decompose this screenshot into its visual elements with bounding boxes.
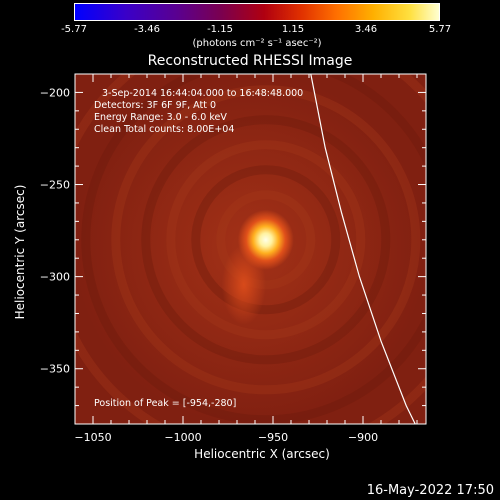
y-tick-label: −200 bbox=[40, 86, 70, 99]
colorbar-units: (photons cm⁻² s⁻¹ asec⁻²) bbox=[192, 38, 322, 49]
x-tick-label: −1000 bbox=[164, 431, 201, 444]
colorbar-tick-label: -5.77 bbox=[61, 24, 87, 35]
annotation-detectors: Detectors: 3F 6F 9F, Att 0 bbox=[94, 100, 217, 111]
timestamp: 16-May-2022 17:50 bbox=[366, 483, 494, 498]
solar-limb-line bbox=[310, 74, 416, 424]
ripple-ring bbox=[191, 165, 341, 315]
y-tick-label: −250 bbox=[40, 179, 70, 192]
x-tick-label: −1050 bbox=[74, 431, 111, 444]
ripple-ring bbox=[166, 140, 366, 340]
annotation-clean: Clean Total counts: 8.00E+04 bbox=[94, 124, 235, 135]
colorbar-tick-label: 5.77 bbox=[428, 24, 452, 35]
annotation-peak: Position of Peak = [-954,-280] bbox=[94, 398, 237, 409]
colorbar-tick-label: -1.15 bbox=[207, 24, 233, 35]
ripple-ring bbox=[141, 115, 391, 365]
x-axis: −1050 −1000 −950 −900 bbox=[74, 74, 418, 444]
y-tick-label: −300 bbox=[40, 271, 70, 284]
peak-source bbox=[237, 209, 294, 270]
y-axis: −200 −250 −300 −350 bbox=[40, 73, 426, 425]
ripple-ring bbox=[81, 74, 426, 424]
x-tick-label: −900 bbox=[348, 431, 378, 444]
ripple-ring bbox=[111, 85, 421, 395]
plot-frame bbox=[74, 73, 427, 425]
colorbar-tick-label: -3.46 bbox=[134, 24, 160, 35]
sidelobe-ripples bbox=[75, 74, 426, 424]
colorbar-tick-label: 1.15 bbox=[281, 24, 305, 35]
x-tick-label: −950 bbox=[258, 431, 288, 444]
y-axis-label: Heliocentric Y (arcsec) bbox=[13, 184, 27, 320]
annotation-time-range: 3-Sep-2014 16:44:04.000 to 16:48:48.000 bbox=[102, 88, 304, 99]
colorbar-tick-label: 3.46 bbox=[354, 24, 378, 35]
y-tick-label: −350 bbox=[40, 363, 70, 376]
annotation-energy: Energy Range: 3.0 - 6.0 keV bbox=[94, 112, 227, 123]
x-axis-label: Heliocentric X (arcsec) bbox=[194, 447, 330, 461]
chart-title: Reconstructed RHESSI Image bbox=[147, 53, 353, 69]
colorbar bbox=[74, 3, 440, 21]
